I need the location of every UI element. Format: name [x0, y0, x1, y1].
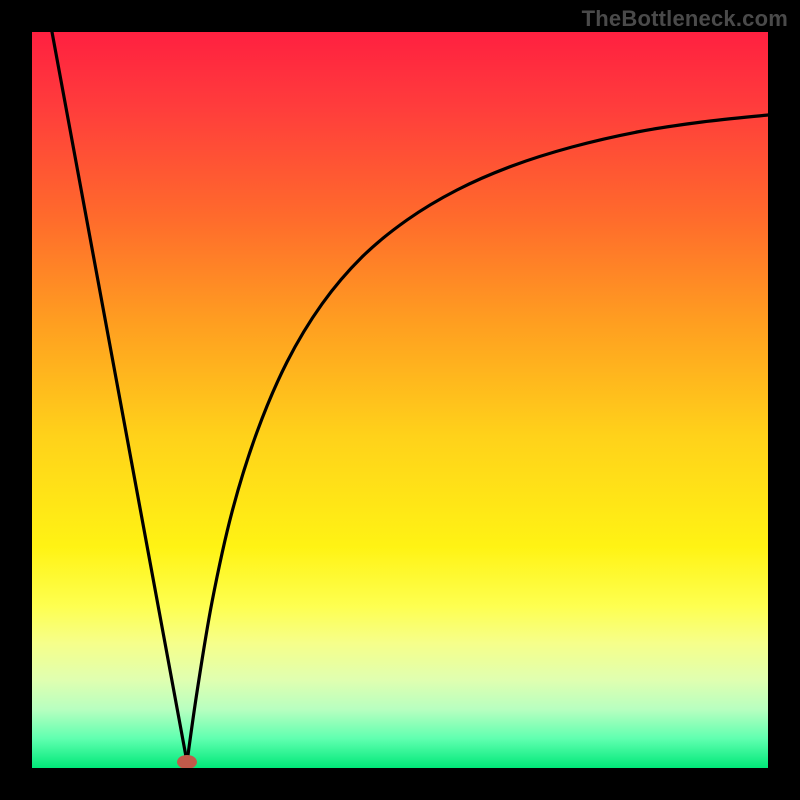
plot-background [32, 32, 768, 768]
bottleneck-marker [177, 755, 197, 769]
watermark-text: TheBottleneck.com [582, 6, 788, 32]
chart-svg [0, 0, 800, 800]
